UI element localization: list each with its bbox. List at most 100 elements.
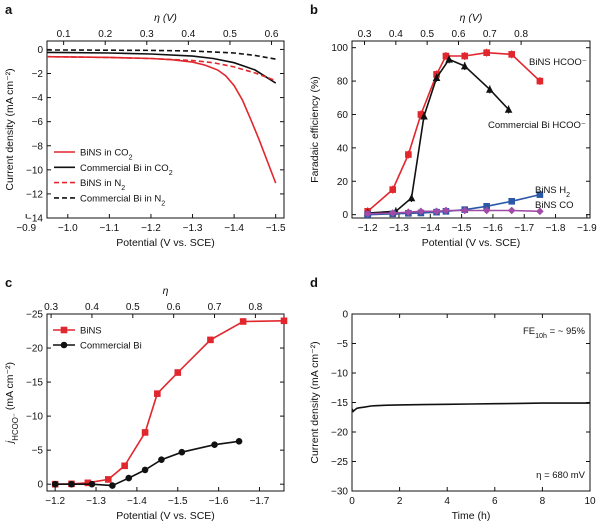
y-tick-label: 100 (331, 43, 348, 54)
y-axis-label: Current density (mA cm⁻²) (309, 341, 321, 463)
legend-label: BiNS in N2 (80, 178, 125, 192)
y-axis-label-rest: (mA cm⁻²) (4, 362, 16, 413)
top-tick-label: 0.7 (208, 302, 222, 313)
data-point (483, 203, 490, 210)
data-point (174, 369, 182, 376)
top-tick-label: 0.4 (181, 29, 195, 40)
legend-marker (60, 341, 68, 349)
y-tick-label: −25 (331, 457, 348, 468)
panel-a: a −0.9 −1.0 −1.1 −1.2 −1.3 −1.4 −1.5 0 −2 −4 −6 −8 −1… (4, 2, 286, 249)
panel-label: c (5, 275, 12, 290)
series-line-0 (352, 402, 590, 413)
data-point (445, 55, 453, 63)
y-tick-label: −10 (331, 369, 348, 380)
top-tick-label: 0.2 (98, 29, 112, 40)
data-point (536, 191, 544, 198)
legend-label-sub: 2 (161, 199, 165, 207)
data-point (504, 105, 513, 113)
y-tick-label: −25 (26, 310, 43, 321)
data-point (141, 429, 149, 436)
data-point (121, 462, 128, 470)
x-axis-label: Potential (V vs. SCE) (116, 237, 215, 249)
data-point (88, 480, 96, 488)
x-tick-label: −1.6 (209, 496, 229, 507)
data-point (536, 77, 544, 85)
y-tick-label: −20 (331, 428, 348, 439)
series-label-main: BiNS H (535, 185, 566, 196)
x-tick-label: −1.2 (45, 496, 65, 507)
data-point (508, 51, 516, 58)
y-tick-label: −12 (26, 189, 43, 200)
x-axis-label: Potential (V vs. SCE) (422, 237, 521, 249)
top-tick-label: 0.8 (514, 29, 528, 40)
y-tick-label: −4 (32, 93, 44, 104)
x-tick-label: 2 (397, 496, 403, 507)
annotation-fe-rest: = ~ 95% (547, 326, 586, 337)
legend-label: Commercial Bi in CO2 (80, 163, 173, 177)
panel-label: d (310, 275, 318, 290)
y-tick-label: −2 (32, 69, 44, 80)
y-tick-label: −6 (32, 117, 44, 128)
data-point (389, 186, 397, 193)
top-tick-label: 0.3 (358, 29, 372, 40)
legend-label-main: BiNS in CO (80, 148, 129, 159)
series-line-2 (47, 55, 276, 82)
data-point (508, 198, 516, 205)
data-point (407, 193, 416, 202)
y-tick-label: −10 (26, 165, 43, 176)
series-line-0 (367, 51, 541, 212)
data-point (154, 390, 161, 397)
top-tick-label: 0.1 (57, 29, 71, 40)
data-point (178, 448, 186, 456)
y-tick-label: −15 (331, 398, 348, 409)
plot-frame (46, 40, 285, 219)
top-tick-label: 0.4 (85, 302, 99, 313)
data-point (404, 208, 413, 216)
legend-label-main: Commercial Bi in N (80, 193, 161, 204)
legend-label-sub: 2 (129, 154, 133, 162)
series-label: BiNS HCOO⁻ (529, 57, 587, 68)
series-line-3 (367, 209, 540, 215)
x-tick-label: −1.2 (141, 223, 161, 234)
data-point (235, 438, 243, 445)
y-tick-label: 80 (337, 77, 349, 88)
data-point (482, 206, 491, 215)
y-axis-label-main: j (4, 440, 16, 445)
data-point (536, 207, 544, 216)
x-tick-label: −1.7 (514, 223, 534, 234)
panel-label: a (5, 2, 13, 17)
data-point (207, 336, 214, 344)
data-point (363, 210, 372, 218)
data-point (417, 207, 425, 216)
data-point (460, 62, 469, 70)
data-point (280, 317, 288, 325)
x-tick-label: −1.3 (86, 496, 106, 507)
data-point (51, 480, 59, 488)
x-tick-label: −0.9 (16, 223, 36, 234)
y-tick-label: 20 (337, 177, 349, 188)
x-tick-label: −1.5 (452, 223, 472, 234)
data-point (420, 112, 428, 120)
series-line-1 (47, 51, 277, 84)
x-tick-label: −1.8 (546, 223, 566, 234)
series-label-sub: 2 (566, 191, 570, 199)
data-point (460, 206, 469, 215)
top-tick-label: 0.6 (265, 29, 279, 40)
x-tick-label: 4 (444, 496, 450, 507)
x-tick-label: −1.1 (99, 223, 119, 234)
x-tick-label: −1.4 (224, 223, 244, 234)
top-tick-label: 0.5 (126, 302, 140, 313)
panel-b: b −1.2 −1.3 −1.4 −1.5 −1.6 −1.7 −1.8 −1.9 0 20 40 60… (309, 2, 597, 249)
top-tick-label: 0.6 (167, 302, 181, 313)
data-point (507, 206, 516, 215)
legend-label: BiNS in CO2 (80, 148, 133, 162)
top-tick-label: 0.3 (140, 29, 154, 40)
y-tick-label: 0 (342, 310, 348, 321)
y-tick-label: 40 (337, 143, 349, 154)
x-tick-label: 8 (540, 496, 546, 507)
x-tick-label: −1.6 (483, 223, 503, 234)
y-tick-label: −20 (26, 344, 43, 355)
data-point (68, 480, 75, 488)
y-tick-label: −30 (331, 487, 348, 498)
x-tick-label: −1.0 (58, 223, 78, 234)
